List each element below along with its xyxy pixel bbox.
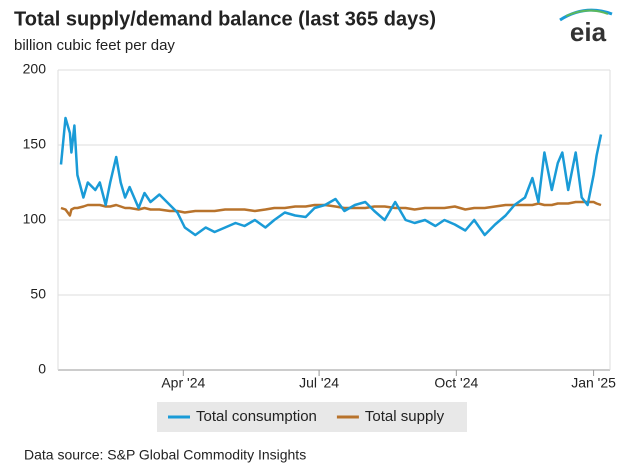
legend: Total consumption Total supply <box>157 402 467 432</box>
legend-box <box>157 402 467 432</box>
chart-title: Total supply/demand balance (last 365 da… <box>14 8 436 30</box>
y-tick-label: 100 <box>23 211 47 227</box>
source-note: Data source: S&P Global Commodity Insigh… <box>24 447 306 463</box>
x-tick-label: Oct '24 <box>434 375 478 391</box>
chart-subtitle: billion cubic feet per day <box>14 37 175 54</box>
x-tick-label: Jul '24 <box>299 375 339 391</box>
y-tick-label: 0 <box>38 361 46 377</box>
x-tick-label: Apr '24 <box>161 375 205 391</box>
logo: eia <box>559 8 613 47</box>
logo-text: eia <box>570 17 607 47</box>
x-tick-label: Jan '25 <box>571 375 616 391</box>
legend-label: Total consumption <box>196 408 317 425</box>
legend-label: Total supply <box>365 408 445 425</box>
y-tick-label: 150 <box>23 136 47 152</box>
series-line <box>60 200 602 217</box>
series-line <box>59 116 603 237</box>
y-tick-label: 200 <box>23 61 47 77</box>
logo-arc <box>565 9 609 17</box>
y-tick-label: 50 <box>30 286 46 302</box>
